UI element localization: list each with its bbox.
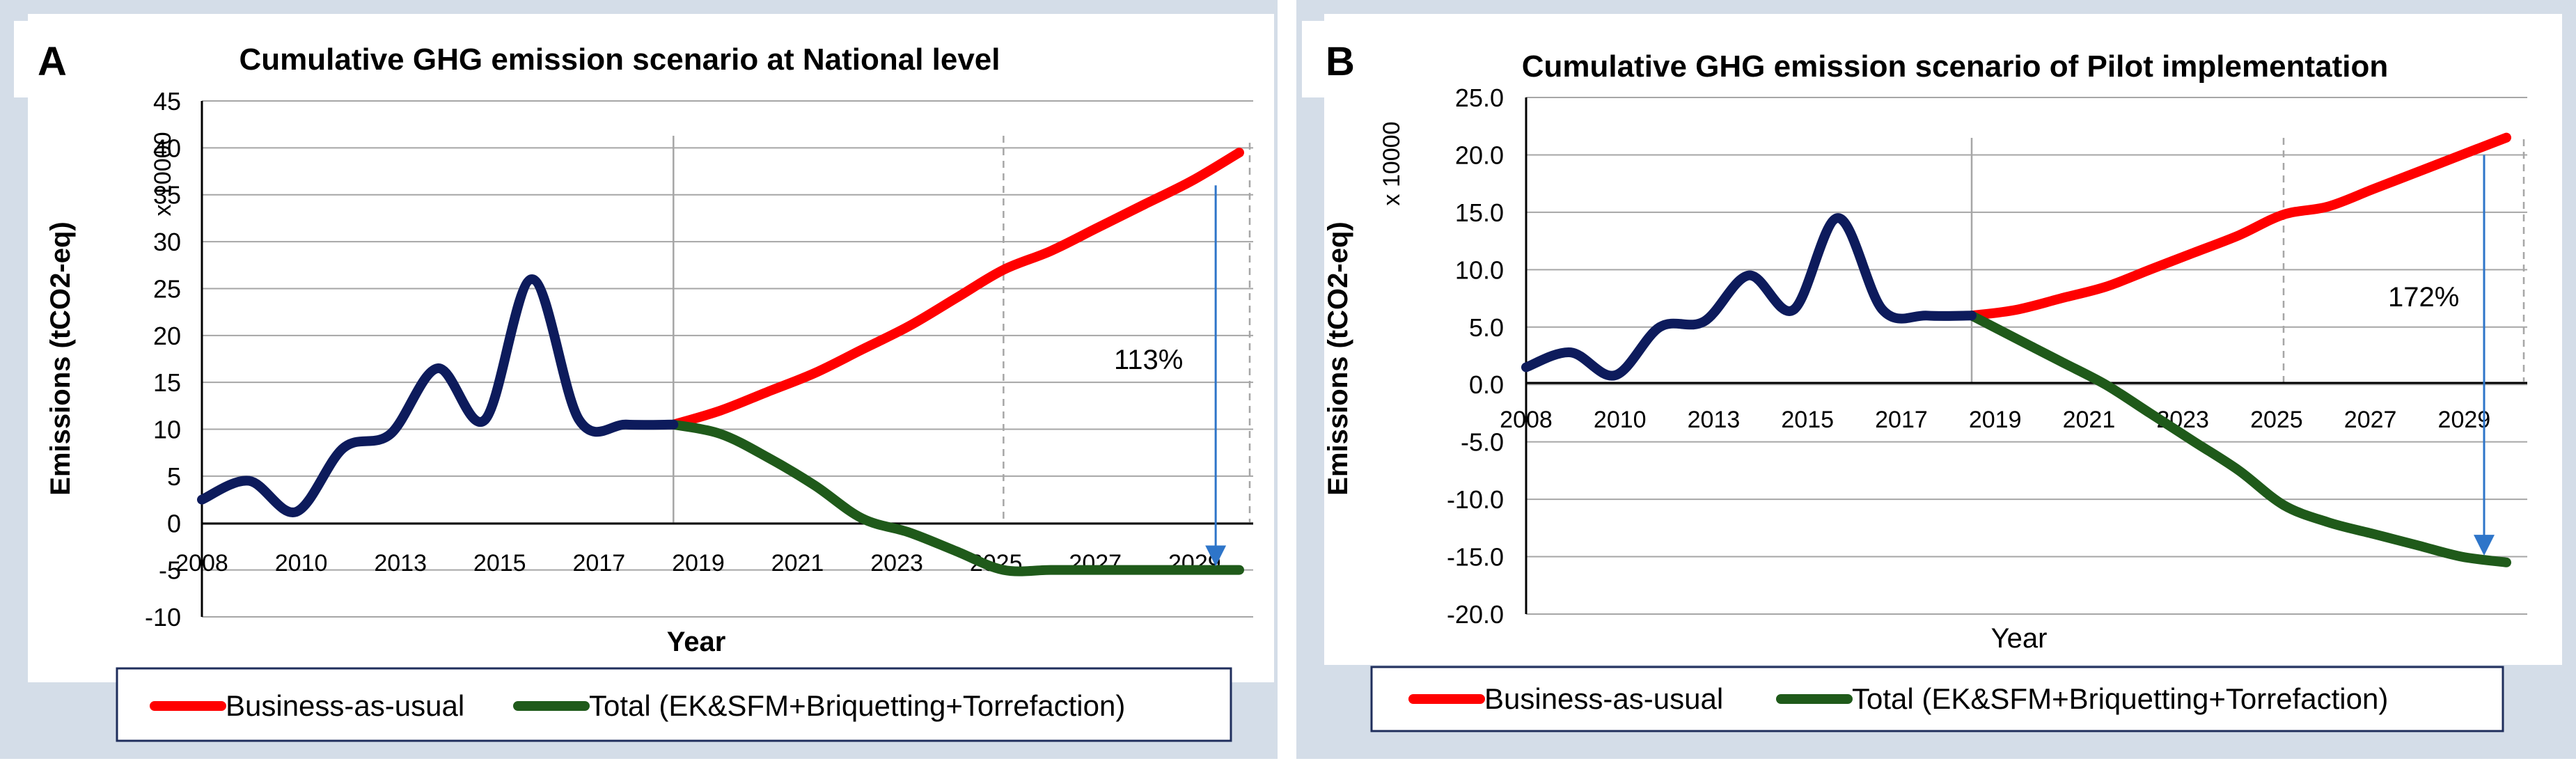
panel-b-series-total	[1967, 311, 2511, 567]
panel-a-x-tick-label: 2013	[374, 550, 427, 576]
panel-a-x-ticks: 2008 2010 2013 2015 2017 2019 2021 2023 2025 2027…	[175, 550, 1220, 576]
panel-a-x-tick-label: 2021	[771, 550, 824, 576]
panel-a-x-tick-label: 2010	[275, 550, 328, 576]
panel-a-legend-label-bau: Business-as-usual	[226, 689, 464, 722]
panel-b-x-axis-title: Year	[1991, 623, 2048, 654]
panel-a-y-tick-label: -10	[145, 603, 181, 631]
panel-b-letter-box	[1302, 21, 1379, 97]
panel-a-series-historical	[197, 274, 679, 517]
panel-a-y-tick-label: 45	[153, 87, 181, 116]
panel-b-x-tick-label: 2019	[1969, 407, 2022, 433]
panel-a-y-tick-label: 40	[153, 134, 181, 162]
panel-b-x-tick-label: 2029	[2438, 407, 2491, 433]
panel-b-y-tick-label: -5.0	[1461, 428, 1504, 457]
panel-b-reduction-label: 172%	[2388, 282, 2459, 313]
panel-b-gridlines	[1526, 97, 2527, 615]
panel-a-x-axis-title: Year	[667, 627, 726, 657]
panel-b-y-tick-label: 20.0	[1455, 141, 1504, 169]
panel-b-legend-label-total: Total (EK&SFM+Briquetting+Torrefaction)	[1852, 682, 2388, 715]
panel-b-y-tick-label: 0.0	[1469, 370, 1504, 399]
panel-b-title: Cumulative GHG emission scenario of Pilo…	[1522, 49, 2388, 84]
panel-a-letter-box	[14, 21, 91, 97]
panel-b-letter: B	[1326, 39, 1355, 84]
panel-a-letter: A	[38, 39, 67, 84]
panel-b-x-tick-label: 2015	[1781, 407, 1834, 433]
panel-b-x-ticks: 2008 2010 2013 2015 2017 2019 2021 2023 2025 2027…	[1500, 407, 2490, 433]
panel-a-y-tick-label: -5	[159, 556, 181, 585]
panel-b-plot-area	[1324, 14, 2562, 665]
panel-a-legend-label-total: Total (EK&SFM+Briquetting+Torrefaction)	[589, 689, 1125, 722]
panel-b-x-tick-label: 2010	[1594, 407, 1647, 433]
panel-b-y-tick-label: 10.0	[1455, 256, 1504, 284]
panel-a-y-tick-label: 10	[153, 416, 181, 444]
panel-a-y-tick-label: 5	[167, 462, 181, 491]
panel-a-series-business-as-usual	[668, 148, 1244, 430]
panel-a-y-tick-label: 25	[153, 274, 181, 303]
panel-b-x-tick-label: 2025	[2250, 407, 2303, 433]
panel-b-y-scale-label: x 10000	[1379, 122, 1405, 206]
panel-b-x-tick-label: 2013	[1688, 407, 1741, 433]
panel-a-series-total	[668, 419, 1244, 576]
panel-a-y-tick-label: 30	[153, 228, 181, 256]
panel-a-reduction-label: 113%	[1114, 345, 1183, 375]
panel-a: A Cumulative GHG emission scenario at Na…	[0, 0, 1278, 759]
panel-a-y-ticks: -10 -5 0 5 10 15 20 25 30 35 40 45	[145, 87, 181, 631]
panel-b-series-historical	[1521, 213, 1977, 381]
panel-b-legend-label-bau: Business-as-usual	[1484, 682, 1723, 715]
panel-a-legend-box	[116, 667, 1232, 742]
panel-a-plot-area	[28, 14, 1274, 682]
panel-a-legend: Business-as-usual Total (EK&SFM+Briquett…	[116, 667, 1232, 742]
panel-b-y-axis-title: Emissions (tCO2-eq)	[1323, 221, 1353, 495]
panel-a-x-tick-label: 2008	[175, 550, 228, 576]
panel-a-x-tick-label: 2019	[672, 550, 725, 576]
panel-b: B Cumulative GHG emission scenario of Pi…	[1296, 0, 2576, 759]
panel-a-y-tick-label: 35	[153, 181, 181, 210]
panel-b-legend: Business-as-usual Total (EK&SFM+Briquett…	[1370, 666, 2504, 732]
panel-b-x-tick-label: 2008	[1500, 407, 1553, 433]
panel-a-y-tick-label: 0	[167, 509, 181, 537]
panel-b-series-business-as-usual	[1967, 132, 2511, 321]
panel-b-y-tick-label: -15.0	[1447, 543, 1504, 572]
panel-a-x-tick-label: 2023	[870, 550, 923, 576]
panel-a-gridlines	[202, 100, 1253, 618]
panel-b-legend-box	[1370, 666, 2504, 732]
panel-a-y-tick-label: 20	[153, 322, 181, 350]
panel-b-x-tick-label: 2021	[2063, 407, 2116, 433]
panel-a-y-scale-label: x 10000	[150, 132, 176, 217]
panel-b-x-tick-label: 2017	[1875, 407, 1928, 433]
panel-a-x-tick-label: 2015	[473, 550, 526, 576]
panel-b-y-tick-label: -20.0	[1447, 600, 1504, 629]
panel-b-y-tick-label: 25.0	[1455, 84, 1504, 112]
panel-b-x-tick-label: 2027	[2344, 407, 2397, 433]
panel-b-y-tick-label: -10.0	[1447, 485, 1504, 514]
panel-b-y-tick-label: 5.0	[1469, 313, 1504, 342]
panel-a-title: Cumulative GHG emission scenario at Nati…	[239, 42, 1000, 77]
panel-a-y-tick-label: 15	[153, 368, 181, 397]
panel-b-y-ticks: -20.0 -15.0 -10.0 -5.0 0.0 5.0 10.0 15.0 20.0 25.…	[1447, 84, 1504, 629]
panel-a-x-tick-label: 2017	[573, 550, 626, 576]
panel-a-y-axis-title: Emissions (tCO2-eq)	[45, 221, 76, 495]
panel-b-y-tick-label: 15.0	[1455, 198, 1504, 227]
